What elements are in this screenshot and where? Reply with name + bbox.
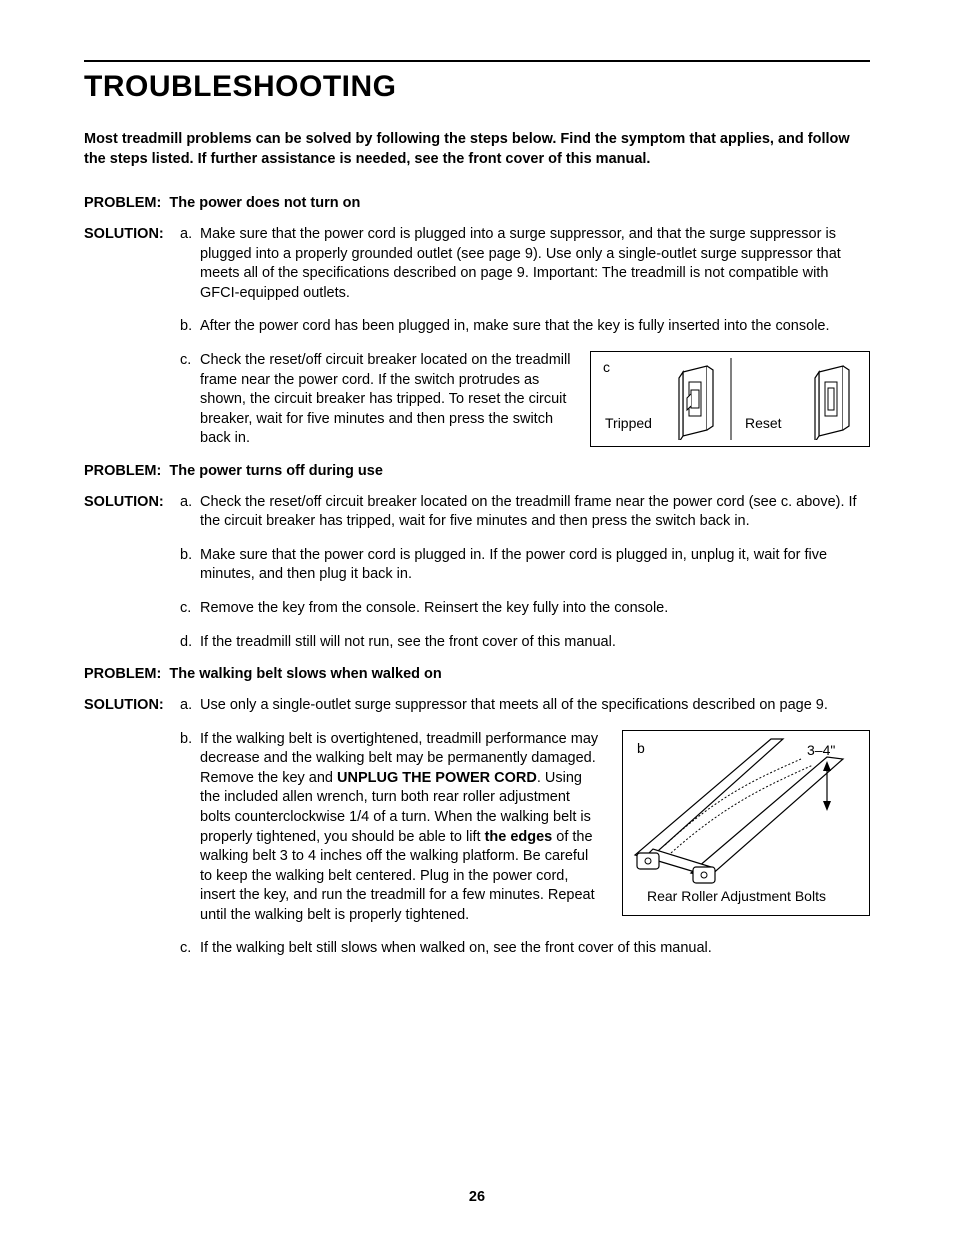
text-bold: the edges [485, 829, 553, 845]
problem-text: The power does not turn on [169, 195, 360, 211]
tripped-label: Tripped [605, 415, 652, 431]
problem-text: The power turns off during use [169, 463, 382, 479]
tripped-switch-icon [679, 366, 713, 440]
item-text: If the walking belt is overtightened, tr… [200, 730, 604, 926]
figure-b-box: b 3–4" [622, 730, 870, 916]
problem-heading: PROBLEM: The walking belt slows when wal… [84, 666, 870, 682]
item-text: Use only a single-outlet surge suppresso… [200, 696, 870, 716]
item-text: Check the reset/off circuit breaker loca… [200, 351, 572, 449]
solution-item: a. Make sure that the power cord is plug… [180, 225, 870, 303]
solution-block: SOLUTION: a. Use only a single-outlet su… [84, 696, 870, 959]
treadmill-rear-icon [635, 739, 843, 883]
item-letter: b. [180, 317, 200, 337]
solution-item: d. If the treadmill still will not run, … [180, 633, 870, 653]
item-text-with-figure: Check the reset/off circuit breaker loca… [200, 351, 870, 449]
item-letter: b. [180, 730, 200, 926]
top-rule [84, 60, 870, 62]
solution-item: b. If the walking belt is overtightened,… [180, 730, 870, 926]
item-text: After the power cord has been plugged in… [200, 317, 870, 337]
item-text: If the treadmill still will not run, see… [200, 633, 870, 653]
solution-item: c. Check the reset/off circuit breaker l… [180, 351, 870, 449]
intro-text: Most treadmill problems can be solved by… [84, 130, 870, 169]
item-letter: c. [180, 351, 200, 449]
solution-item: c. Remove the key from the console. Rein… [180, 599, 870, 619]
solution-label: SOLUTION: [84, 225, 180, 449]
item-text: If the walking belt still slows when wal… [200, 939, 870, 959]
fig-b-letter: b [637, 740, 645, 756]
figure-c-box: c Tripped [590, 351, 870, 447]
solution-items: a. Make sure that the power cord is plug… [180, 225, 870, 449]
problem-label: PROBLEM: [84, 666, 161, 682]
problem-label: PROBLEM: [84, 195, 161, 211]
solution-item: a. Check the reset/off circuit breaker l… [180, 493, 870, 532]
item-letter: a. [180, 493, 200, 532]
solution-item: a. Use only a single-outlet surge suppre… [180, 696, 870, 716]
solution-label: SOLUTION: [84, 493, 180, 652]
item-text: Check the reset/off circuit breaker loca… [200, 493, 870, 532]
problem-text: The walking belt slows when walked on [169, 666, 441, 682]
fig-c-letter: c [603, 359, 610, 375]
solution-item: b. Make sure that the power cord is plug… [180, 546, 870, 585]
roller-adjustment-diagram: b 3–4" [631, 737, 861, 907]
solution-item: c. If the walking belt still slows when … [180, 939, 870, 959]
item-text-with-figure: If the walking belt is overtightened, tr… [200, 730, 870, 926]
item-letter: b. [180, 546, 200, 585]
solution-item: b. After the power cord has been plugged… [180, 317, 870, 337]
problem-label: PROBLEM: [84, 463, 161, 479]
problem-heading: PROBLEM: The power does not turn on [84, 195, 870, 211]
circuit-breaker-diagram: c Tripped [599, 358, 861, 440]
item-letter: c. [180, 599, 200, 619]
solution-block: SOLUTION: a. Make sure that the power co… [84, 225, 870, 449]
manual-page: TROUBLESHOOTING Most treadmill problems … [0, 0, 954, 1235]
reset-label: Reset [745, 415, 782, 431]
item-letter: d. [180, 633, 200, 653]
page-number: 26 [0, 1189, 954, 1205]
page-title: TROUBLESHOOTING [84, 70, 870, 104]
figure-caption: Rear Roller Adjustment Bolts [647, 888, 826, 904]
measurement-label: 3–4" [807, 742, 835, 758]
solution-items: a. Check the reset/off circuit breaker l… [180, 493, 870, 652]
problem-heading: PROBLEM: The power turns off during use [84, 463, 870, 479]
solution-items: a. Use only a single-outlet surge suppre… [180, 696, 870, 959]
item-text: Make sure that the power cord is plugged… [200, 546, 870, 585]
item-letter: a. [180, 696, 200, 716]
item-text: Make sure that the power cord is plugged… [200, 225, 870, 303]
text-bold: UNPLUG THE POWER CORD [337, 770, 537, 786]
reset-switch-icon [815, 366, 849, 440]
item-letter: a. [180, 225, 200, 303]
item-text: Remove the key from the console. Reinser… [200, 599, 870, 619]
solution-label: SOLUTION: [84, 696, 180, 959]
solution-block: SOLUTION: a. Check the reset/off circuit… [84, 493, 870, 652]
item-letter: c. [180, 939, 200, 959]
